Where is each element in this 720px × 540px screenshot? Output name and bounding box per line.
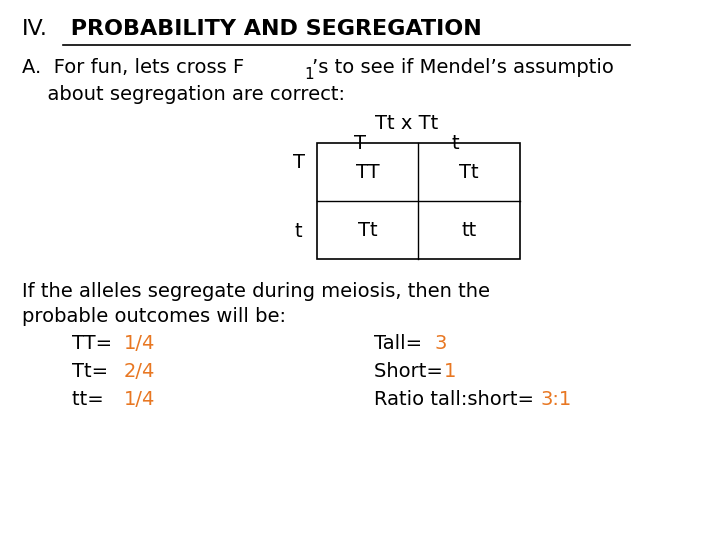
Text: If the alleles segregate during meiosis, then the: If the alleles segregate during meiosis,… <box>22 282 490 301</box>
Text: tt=: tt= <box>72 390 110 409</box>
Text: A.  For fun, lets cross F: A. For fun, lets cross F <box>22 58 244 77</box>
Text: Ratio tall:short=: Ratio tall:short= <box>374 390 541 409</box>
Text: Tt x Tt: Tt x Tt <box>375 114 438 133</box>
Text: ’s to see if Mendel’s assumptio: ’s to see if Mendel’s assumptio <box>312 58 614 77</box>
Text: probable outcomes will be:: probable outcomes will be: <box>22 307 286 326</box>
Text: 3:1: 3:1 <box>540 390 571 409</box>
Text: TT: TT <box>356 163 379 181</box>
Text: t: t <box>295 221 302 241</box>
Text: Tt: Tt <box>358 221 377 240</box>
Text: Tt=: Tt= <box>72 362 114 381</box>
Text: TT=: TT= <box>72 334 118 353</box>
Text: Tall=: Tall= <box>374 334 429 353</box>
Text: 1/4: 1/4 <box>124 390 156 409</box>
Text: about segregation are correct:: about segregation are correct: <box>35 85 345 104</box>
Text: 1/4: 1/4 <box>124 334 156 353</box>
Bar <box>317 143 520 259</box>
Text: T: T <box>293 152 305 172</box>
Text: PROBABILITY AND SEGREGATION: PROBABILITY AND SEGREGATION <box>63 19 482 39</box>
Text: IV.: IV. <box>22 19 48 39</box>
Text: 1: 1 <box>444 362 456 381</box>
Text: Tt: Tt <box>459 163 479 181</box>
Text: 3: 3 <box>434 334 446 353</box>
Text: 2/4: 2/4 <box>124 362 156 381</box>
Text: Short=: Short= <box>374 362 449 381</box>
Text: 1: 1 <box>304 67 313 82</box>
Text: T: T <box>354 134 366 153</box>
Text: t: t <box>452 134 459 153</box>
Text: tt: tt <box>462 221 477 240</box>
